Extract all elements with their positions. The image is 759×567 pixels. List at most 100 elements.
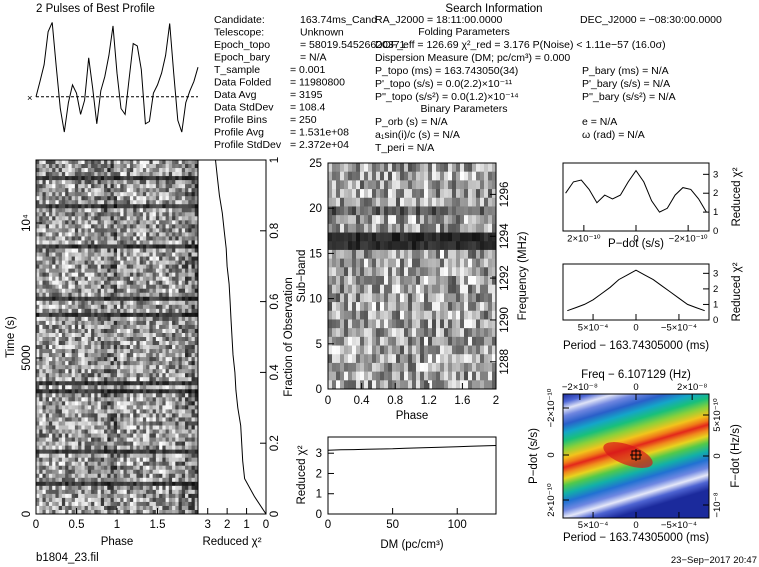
heat-cell: [149, 200, 154, 205]
heat-cell: [364, 223, 369, 233]
heat-cell: [191, 224, 196, 229]
heat-cell: [129, 365, 134, 370]
heat-cell: [52, 268, 56, 274]
heat-cell: [113, 361, 118, 366]
heat-cell: [55, 477, 60, 483]
heat-cell: [91, 361, 95, 366]
heat-cell: [58, 465, 63, 471]
heat-cell: [162, 385, 166, 390]
heat-cell: [185, 168, 189, 173]
heat-cell: [74, 437, 79, 442]
heat-cell: [129, 417, 134, 422]
heat-cell: [81, 409, 85, 414]
heat-cell: [136, 200, 141, 205]
heat-cell: [155, 389, 160, 394]
heat-cell: [372, 232, 377, 242]
heat-cell: [107, 280, 111, 286]
heat-cell: [61, 361, 66, 366]
heat-cell: [84, 260, 89, 265]
heat-cell: [48, 268, 53, 274]
heat-cell: [48, 453, 53, 459]
heat-cell: [152, 232, 157, 237]
heat-cell: [142, 345, 147, 350]
info-label: Data Avg: [214, 89, 257, 101]
heat-cell: [78, 292, 82, 298]
heat-cell: [185, 252, 189, 257]
heat-cell: [136, 244, 141, 249]
heat-cell: [107, 164, 111, 169]
heat-cell: [100, 497, 105, 503]
heat-cell: [100, 401, 105, 406]
heat-cell: [110, 204, 115, 209]
heat-cell: [194, 176, 199, 181]
y-tick-label: 5000: [21, 345, 33, 371]
heat-cell: [178, 353, 183, 358]
heat-cell: [94, 477, 98, 483]
heat-cell: [191, 365, 196, 370]
heat-cell: [159, 385, 163, 390]
heat-cell: [68, 280, 73, 286]
heat-cell: [142, 425, 147, 430]
heat-cell: [71, 493, 76, 499]
heat-cell: [87, 469, 92, 475]
heat-cell: [58, 252, 63, 257]
heat-cell: [172, 232, 176, 237]
heat-cell: [181, 188, 186, 193]
heat-cell: [139, 260, 144, 265]
heat-cell: [117, 349, 121, 354]
heat-cell: [188, 501, 192, 507]
heat-cell: [191, 252, 196, 257]
heat-cell: [81, 304, 85, 310]
heat-cell: [55, 276, 60, 282]
heat-cell: [84, 328, 89, 334]
heat-cell: [472, 171, 477, 181]
heat-cell: [110, 176, 115, 181]
heat-cell: [472, 180, 477, 190]
folding-title: Folding Parameters: [418, 26, 510, 38]
heat-cell: [45, 220, 50, 225]
heat-cell: [91, 192, 95, 197]
heat-cell: [408, 206, 413, 216]
heat-cell: [155, 264, 160, 270]
heat-cell: [191, 469, 196, 475]
heat-cell: [191, 501, 196, 507]
heat-cell: [428, 241, 433, 251]
heat-cell: [68, 284, 73, 290]
heat-cell: [68, 457, 73, 463]
heat-cell: [42, 236, 47, 241]
heat-cell: [74, 425, 79, 430]
heat-cell: [68, 433, 73, 438]
x-tick-label: 0: [263, 519, 269, 531]
heat-cell: [48, 353, 53, 358]
heat-cell: [168, 485, 173, 491]
heat-cell: [149, 224, 154, 229]
heat-cell: [117, 208, 121, 213]
heat-cell: [188, 328, 192, 334]
heat-cell: [61, 200, 66, 205]
heat-cell: [152, 328, 157, 334]
heat-cell: [104, 397, 108, 402]
heat-cell: [84, 252, 89, 257]
heat-cell: [185, 401, 189, 406]
heat-cell: [139, 196, 144, 201]
heat-cell: [71, 497, 76, 503]
heat-cell: [58, 160, 63, 165]
heat-cell: [84, 308, 89, 314]
heat-cell: [181, 445, 186, 451]
heat-cell: [61, 272, 66, 278]
heat-cell: [94, 240, 98, 245]
heat-cell: [97, 228, 102, 233]
heat-cell: [152, 349, 157, 354]
heat-cell: [94, 284, 98, 290]
heat-cell: [91, 349, 95, 354]
heat-cell: [52, 377, 56, 382]
heat-cell: [364, 215, 369, 225]
heat-cell: [42, 292, 47, 298]
heat-cell: [440, 241, 445, 251]
heat-cell: [146, 481, 150, 487]
heat-cell: [155, 272, 160, 278]
heat-cell: [55, 284, 60, 290]
heat-cell: [444, 232, 449, 242]
heat-cell: [152, 200, 157, 205]
heat-cell: [123, 341, 128, 346]
